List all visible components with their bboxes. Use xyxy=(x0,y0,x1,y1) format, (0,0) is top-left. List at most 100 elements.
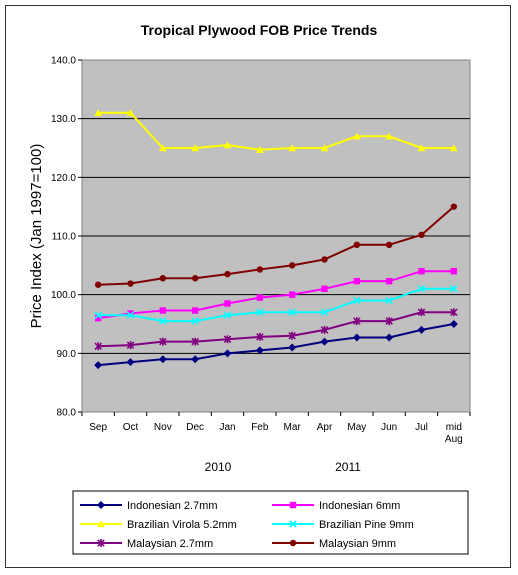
data-point xyxy=(126,358,135,367)
data-point xyxy=(288,262,296,269)
legend-entry: Indonesian 2.7mm xyxy=(80,500,218,512)
data-point xyxy=(450,308,458,317)
data-point xyxy=(418,268,425,275)
data-point xyxy=(353,296,361,305)
data-point xyxy=(126,341,135,350)
data-point xyxy=(191,355,200,364)
series-5 xyxy=(94,308,458,351)
legend-box xyxy=(72,490,469,555)
data-point xyxy=(159,317,167,325)
x-tick-label: Sep xyxy=(89,422,107,433)
year-label-2010: 2010 xyxy=(205,460,232,474)
data-point xyxy=(450,285,458,293)
data-point xyxy=(94,314,102,322)
y-tick-labels: 80.0 90.0 100.0 110.0 120.0 130.0 140.0 xyxy=(51,56,76,419)
legend-entry: Indonesian 6mm xyxy=(272,500,400,512)
data-point xyxy=(417,144,426,152)
data-point xyxy=(450,268,458,275)
data-point xyxy=(289,501,297,509)
legend-label: Brazilian Virola 5.2mm xyxy=(127,519,237,531)
legend-entry: Brazilian Pine 9mm xyxy=(272,519,414,531)
series-3 xyxy=(94,109,458,153)
data-point xyxy=(289,520,297,528)
x-tick-label: Apr xyxy=(317,422,333,433)
data-point xyxy=(385,296,393,305)
data-point xyxy=(320,144,329,152)
y-axis-title: Price Index (Jan 1997=100) xyxy=(28,144,45,329)
data-point xyxy=(256,332,264,341)
data-point xyxy=(94,281,102,288)
data-point xyxy=(288,308,296,317)
data-point xyxy=(385,277,393,285)
data-point xyxy=(94,311,102,319)
legend-label: Indonesian 2.7mm xyxy=(127,500,218,512)
x-tick-label: Feb xyxy=(251,422,269,433)
data-point xyxy=(385,132,393,140)
y-tick-label: 110.0 xyxy=(52,232,77,243)
data-point xyxy=(353,132,361,140)
series-line xyxy=(98,287,454,323)
x-tick-label: Jul xyxy=(415,422,428,433)
data-point xyxy=(385,333,394,342)
data-point xyxy=(127,280,134,287)
data-point xyxy=(223,349,232,358)
data-point xyxy=(256,294,264,301)
data-point xyxy=(191,307,199,314)
series-line xyxy=(98,323,455,367)
data-point xyxy=(191,317,199,325)
data-point xyxy=(126,109,135,116)
series-4 xyxy=(94,285,458,325)
data-point xyxy=(97,539,105,547)
y-tick-label: 140.0 xyxy=(51,56,76,67)
data-point xyxy=(191,337,199,346)
x-tick-label: Oct xyxy=(123,422,139,433)
data-point xyxy=(288,291,296,298)
data-point xyxy=(449,320,458,328)
data-point xyxy=(320,325,329,334)
data-point xyxy=(450,203,458,210)
data-point xyxy=(159,275,167,282)
data-point xyxy=(223,335,232,344)
data-point xyxy=(417,285,426,293)
x-tick-label: Nov xyxy=(154,422,172,433)
data-point xyxy=(288,343,297,352)
data-point xyxy=(191,275,199,282)
year-label-2011: 2011 xyxy=(335,460,361,474)
y-tick-label: 100.0 xyxy=(51,290,76,301)
x-tick-label: Mar xyxy=(284,422,302,433)
data-point xyxy=(353,241,361,248)
data-point xyxy=(126,311,135,319)
data-point xyxy=(97,501,105,509)
data-point xyxy=(256,308,264,317)
data-point xyxy=(94,361,103,370)
series-6 xyxy=(94,203,458,288)
data-point xyxy=(417,308,426,317)
chart-title: Tropical Plywood FOB Price Trends xyxy=(141,22,378,38)
data-point xyxy=(224,300,231,307)
data-point xyxy=(320,337,329,346)
y-tick-label: 90.0 xyxy=(57,349,77,360)
data-point xyxy=(224,270,231,278)
x-tick-label: mid xyxy=(446,422,462,433)
data-point xyxy=(321,285,328,292)
series-line xyxy=(98,311,454,348)
data-point xyxy=(97,520,105,528)
data-point xyxy=(288,144,296,152)
y-tick-label: 80.0 xyxy=(57,408,77,419)
data-point xyxy=(159,144,167,152)
data-point xyxy=(352,333,361,342)
data-point xyxy=(353,277,361,285)
data-point xyxy=(256,145,264,153)
legend: Indonesian 2.7mm Indonesian 6mm Brazilian … xyxy=(80,500,414,550)
data-point xyxy=(223,311,232,319)
x-tick-label: Aug xyxy=(445,434,463,445)
data-point xyxy=(158,355,167,364)
data-point xyxy=(159,307,167,314)
x-tick-label: Dec xyxy=(186,422,204,433)
x-tick-label: Jun xyxy=(381,422,397,433)
data-point xyxy=(127,310,134,317)
x-tick-label: May xyxy=(347,422,366,433)
data-point xyxy=(94,109,102,116)
